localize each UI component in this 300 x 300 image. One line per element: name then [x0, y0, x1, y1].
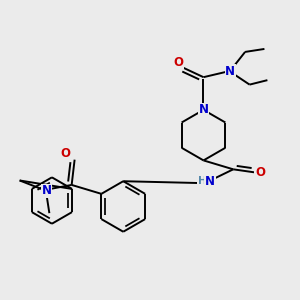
Text: N: N — [41, 184, 51, 197]
Text: N: N — [199, 103, 208, 116]
Text: O: O — [61, 147, 71, 160]
Text: O: O — [173, 56, 183, 69]
Text: O: O — [255, 166, 265, 179]
Text: H: H — [198, 176, 206, 186]
Text: N: N — [205, 175, 215, 188]
Text: N: N — [225, 65, 235, 78]
